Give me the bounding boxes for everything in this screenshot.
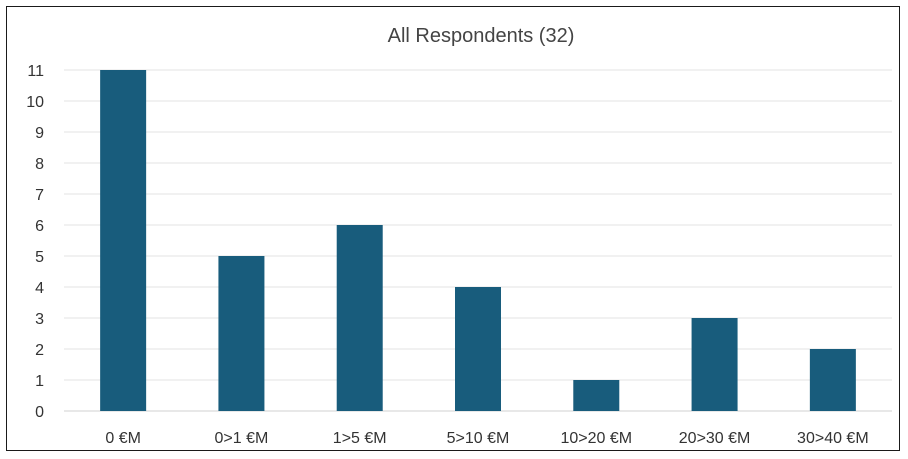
- x-tick-label: 30>40 €M: [797, 430, 869, 447]
- y-tick-label: 8: [35, 156, 44, 173]
- y-tick-label: 2: [35, 342, 44, 359]
- bars: [100, 70, 856, 411]
- x-axis-labels: 0 €M 0>1 €M 1>5 €M 5>10 €M 10>20 €M 20>30 €M 3…: [105, 430, 868, 447]
- chart-frame: [6, 6, 900, 451]
- chart-title: All Respondents (32): [388, 25, 575, 47]
- bar-1: [218, 256, 265, 411]
- y-tick-label: 1: [35, 373, 44, 390]
- y-tick-label: 11: [27, 63, 44, 80]
- x-tick-label: 0 €M: [105, 430, 141, 447]
- y-tick-label: 10: [26, 94, 44, 111]
- bar-0: [100, 70, 147, 411]
- bar-3: [455, 287, 501, 411]
- bar-4: [573, 380, 620, 411]
- y-tick-label: 3: [35, 311, 44, 328]
- gridlines: [64, 69, 892, 412]
- x-tick-label: 5>10 €M: [447, 430, 510, 447]
- y-tick-label: 9: [35, 125, 44, 142]
- y-tick-label: 7: [35, 187, 44, 204]
- x-tick-label: 1>5 €M: [333, 430, 387, 447]
- x-tick-label: 10>20 €M: [560, 430, 632, 447]
- y-tick-label: 6: [35, 218, 44, 235]
- bar-5: [691, 318, 738, 411]
- y-axis-ticks: 0 1 2 3 4 5 6 7 8 9 10 11: [26, 63, 44, 421]
- x-tick-label: 20>30 €M: [679, 430, 751, 447]
- bar-6: [809, 349, 856, 411]
- y-tick-label: 5: [35, 249, 44, 266]
- bar-2: [336, 225, 383, 411]
- y-tick-label: 0: [35, 404, 44, 421]
- x-tick-label: 0>1 €M: [215, 430, 269, 447]
- y-tick-label: 4: [35, 280, 44, 297]
